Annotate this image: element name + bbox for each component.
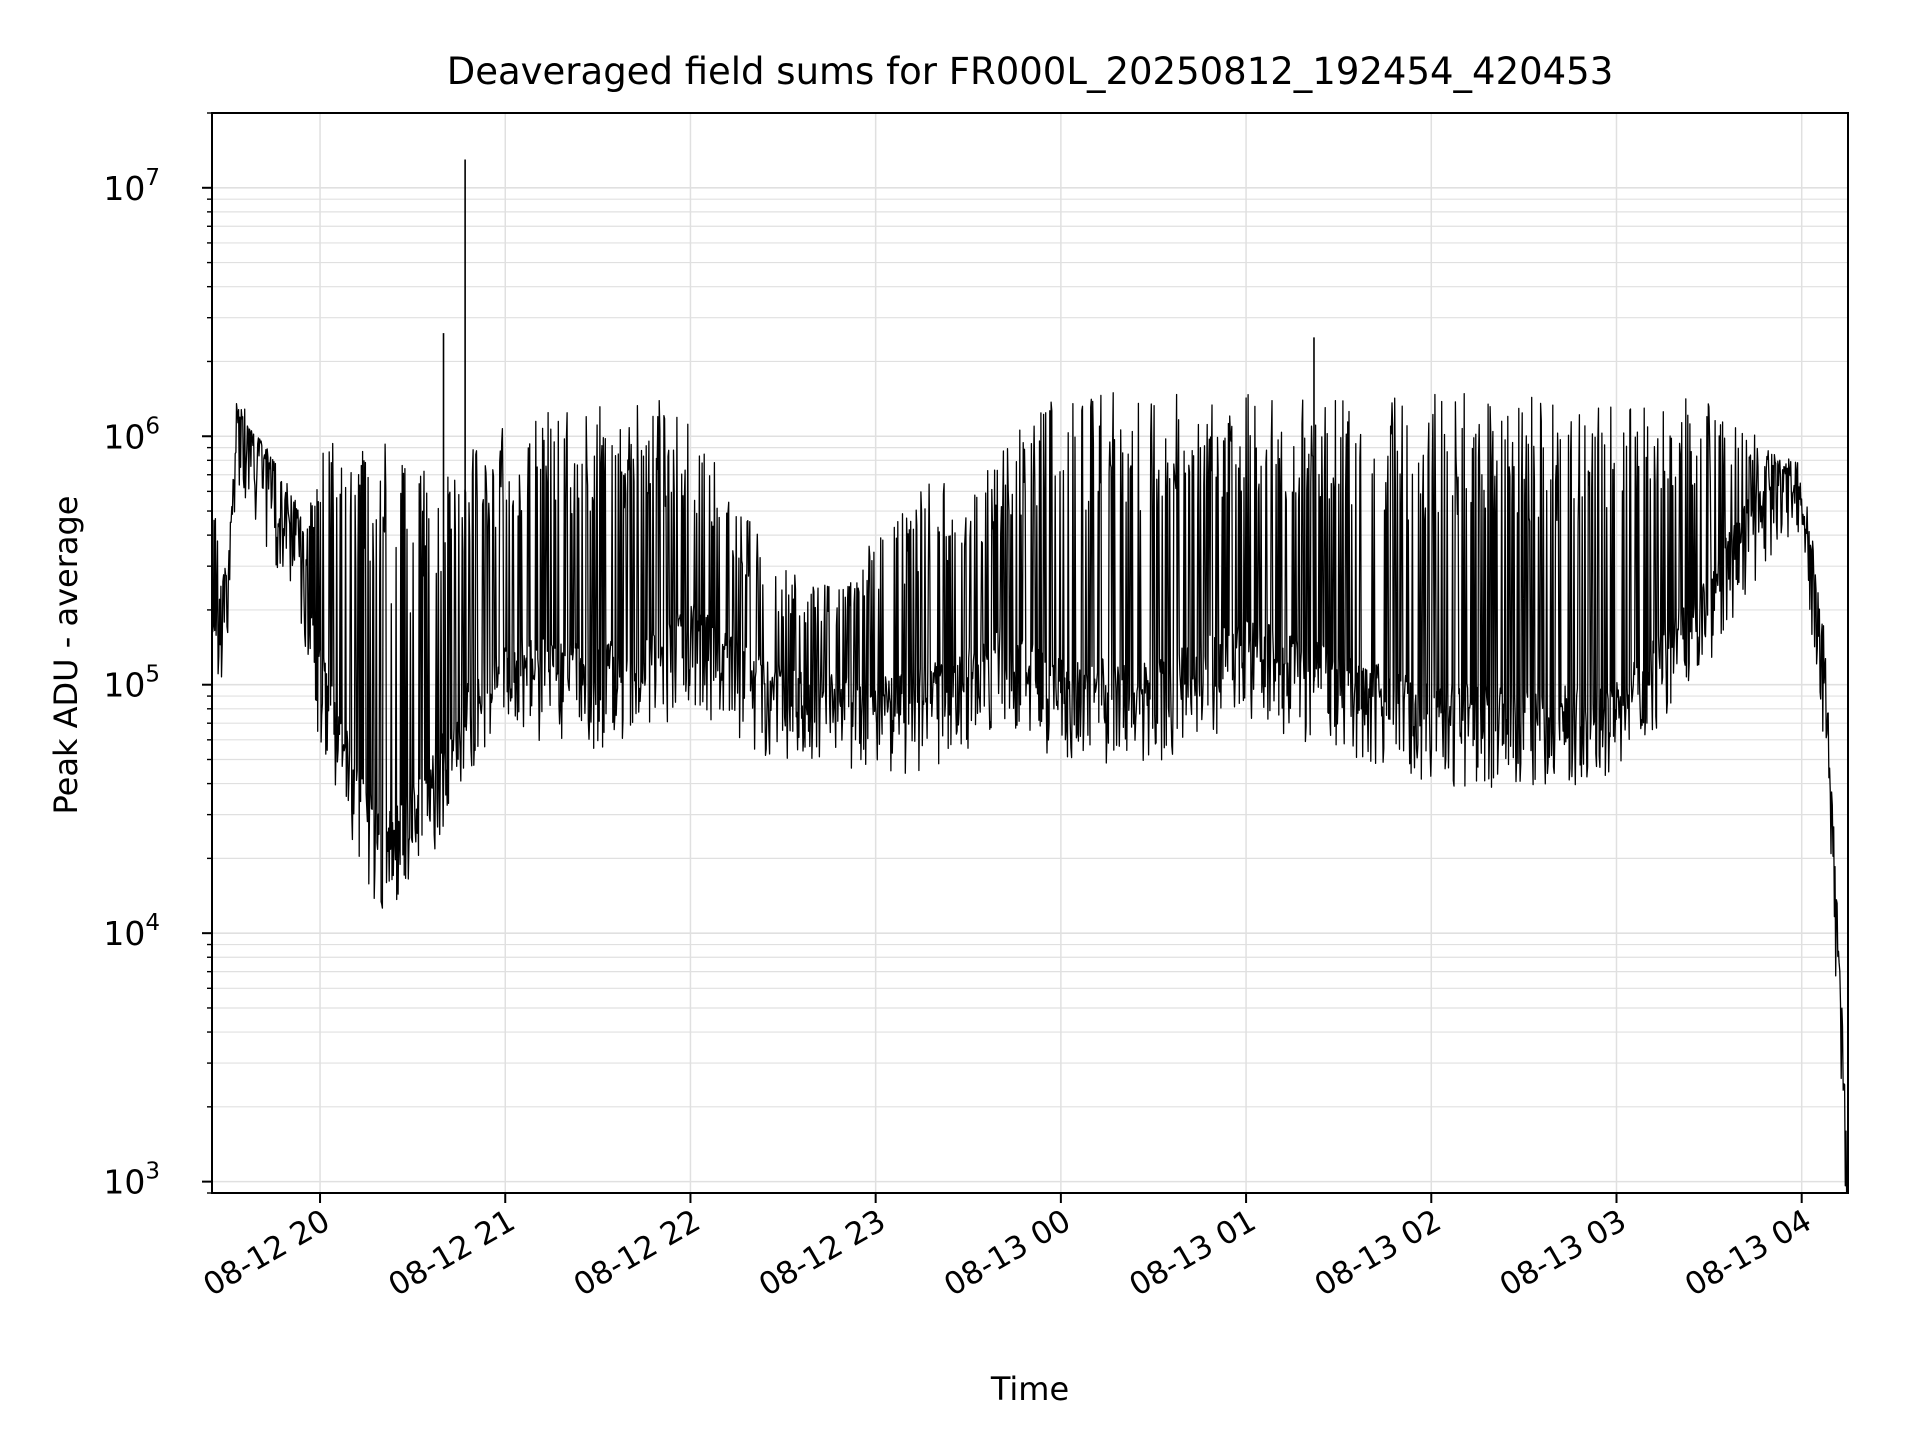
data-series [211,159,1848,1194]
y-tick-label: 105 [103,662,160,705]
y-tick-label: 104 [103,910,160,953]
y-tick-label: 106 [103,413,160,456]
y-tick-label: 103 [103,1159,160,1202]
y-axis-label: Peak ADU - average [47,496,85,815]
series-line [211,392,1848,1194]
chart-title: Deaveraged field sums for FR000L_2025081… [447,50,1614,93]
x-axis-label: Time [990,1370,1069,1408]
y-tick-label: 107 [103,165,160,208]
plot-frame [211,112,1849,1194]
